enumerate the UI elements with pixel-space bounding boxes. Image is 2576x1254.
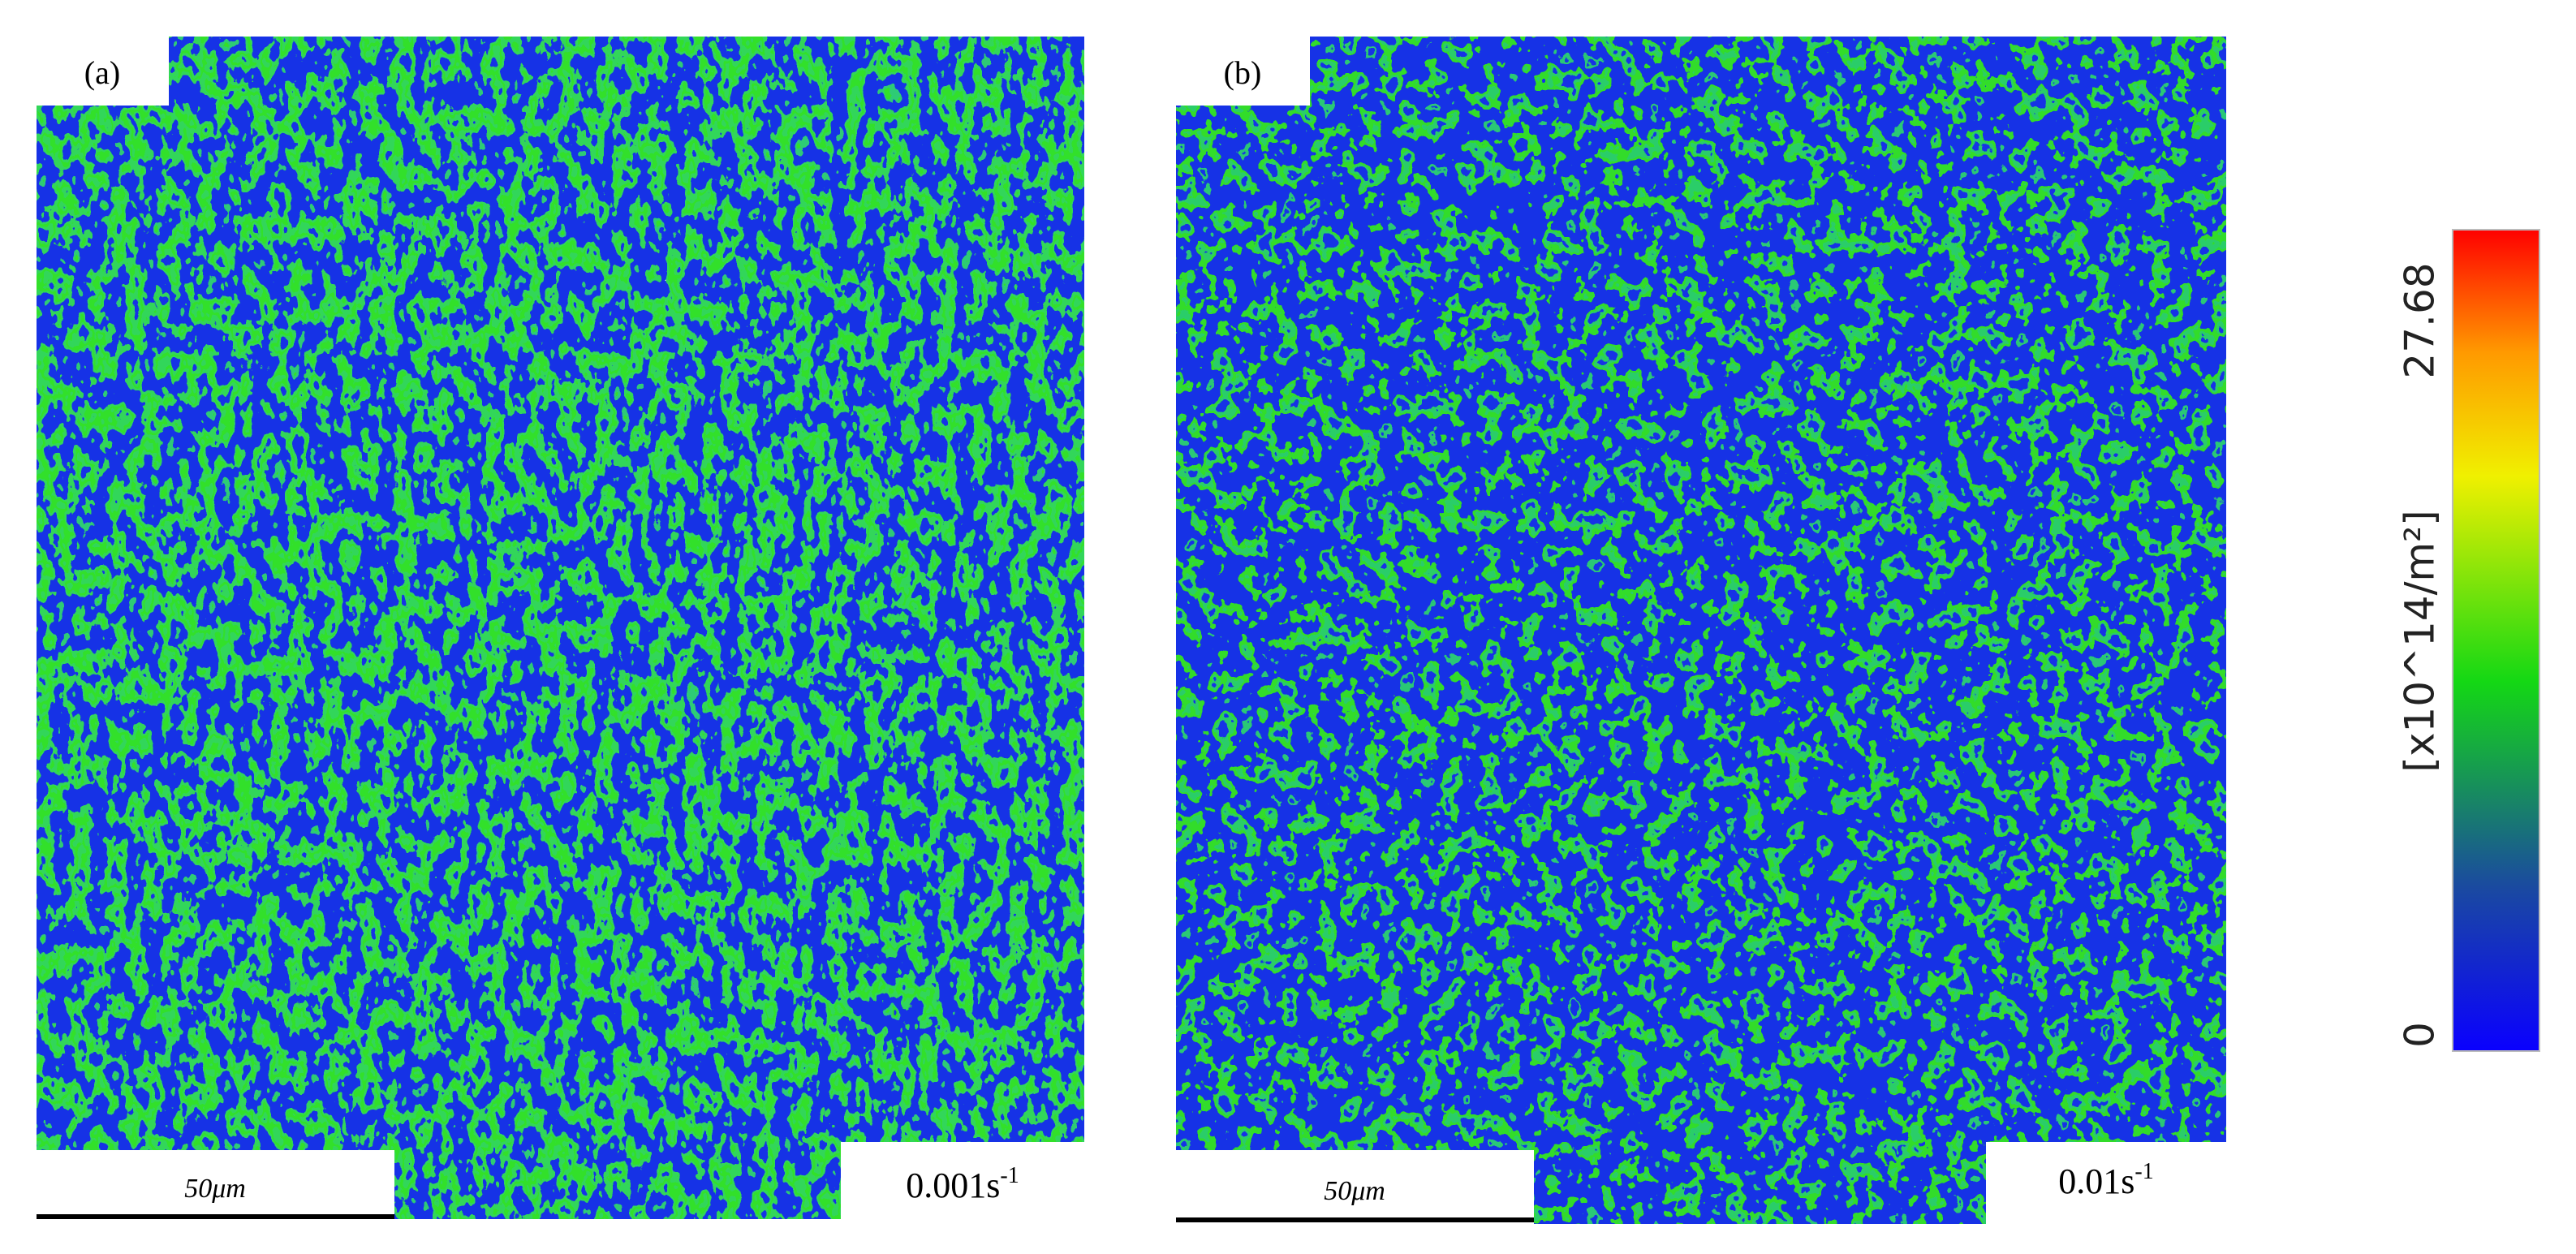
strain-rate: 0.001s-1 xyxy=(906,1163,1019,1205)
colorbar-min: 0 xyxy=(2397,1022,2444,1048)
scale-bar-box xyxy=(1176,1150,1534,1224)
strain-rate-box xyxy=(841,1142,1084,1219)
map-image xyxy=(1176,37,2226,1224)
panel-a: (a) 50μm 0.001s-1 xyxy=(37,37,1084,1219)
strain-rate-base: 0.001s xyxy=(906,1166,1000,1205)
colorbar-label: [x10^14/m²] xyxy=(2397,510,2444,772)
panel-b: (b) 50μm 0.01s-1 xyxy=(1176,37,2226,1224)
strain-rate-exponent: -1 xyxy=(2134,1159,2153,1184)
panel-label: (b) xyxy=(1224,54,1262,91)
colorbar-max: 27.68 xyxy=(2397,262,2444,378)
scale-bar-label: 50μm xyxy=(1324,1176,1385,1206)
scale-bar-box xyxy=(37,1150,394,1219)
scale-bar-label: 50μm xyxy=(184,1174,246,1204)
colorbar: 27.68 [x10^14/m²] 0 xyxy=(2397,229,2540,1052)
strain-rate: 0.01s-1 xyxy=(2058,1159,2153,1201)
strain-rate-base: 0.01s xyxy=(2058,1161,2134,1201)
colorbar-gradient xyxy=(2452,229,2540,1052)
label-box xyxy=(1176,37,1310,106)
strain-rate-exponent: -1 xyxy=(1000,1163,1019,1188)
panel-label: (a) xyxy=(84,54,120,91)
label-box xyxy=(37,37,169,106)
strain-rate-box xyxy=(1986,1142,2226,1224)
map-image xyxy=(37,37,1084,1219)
